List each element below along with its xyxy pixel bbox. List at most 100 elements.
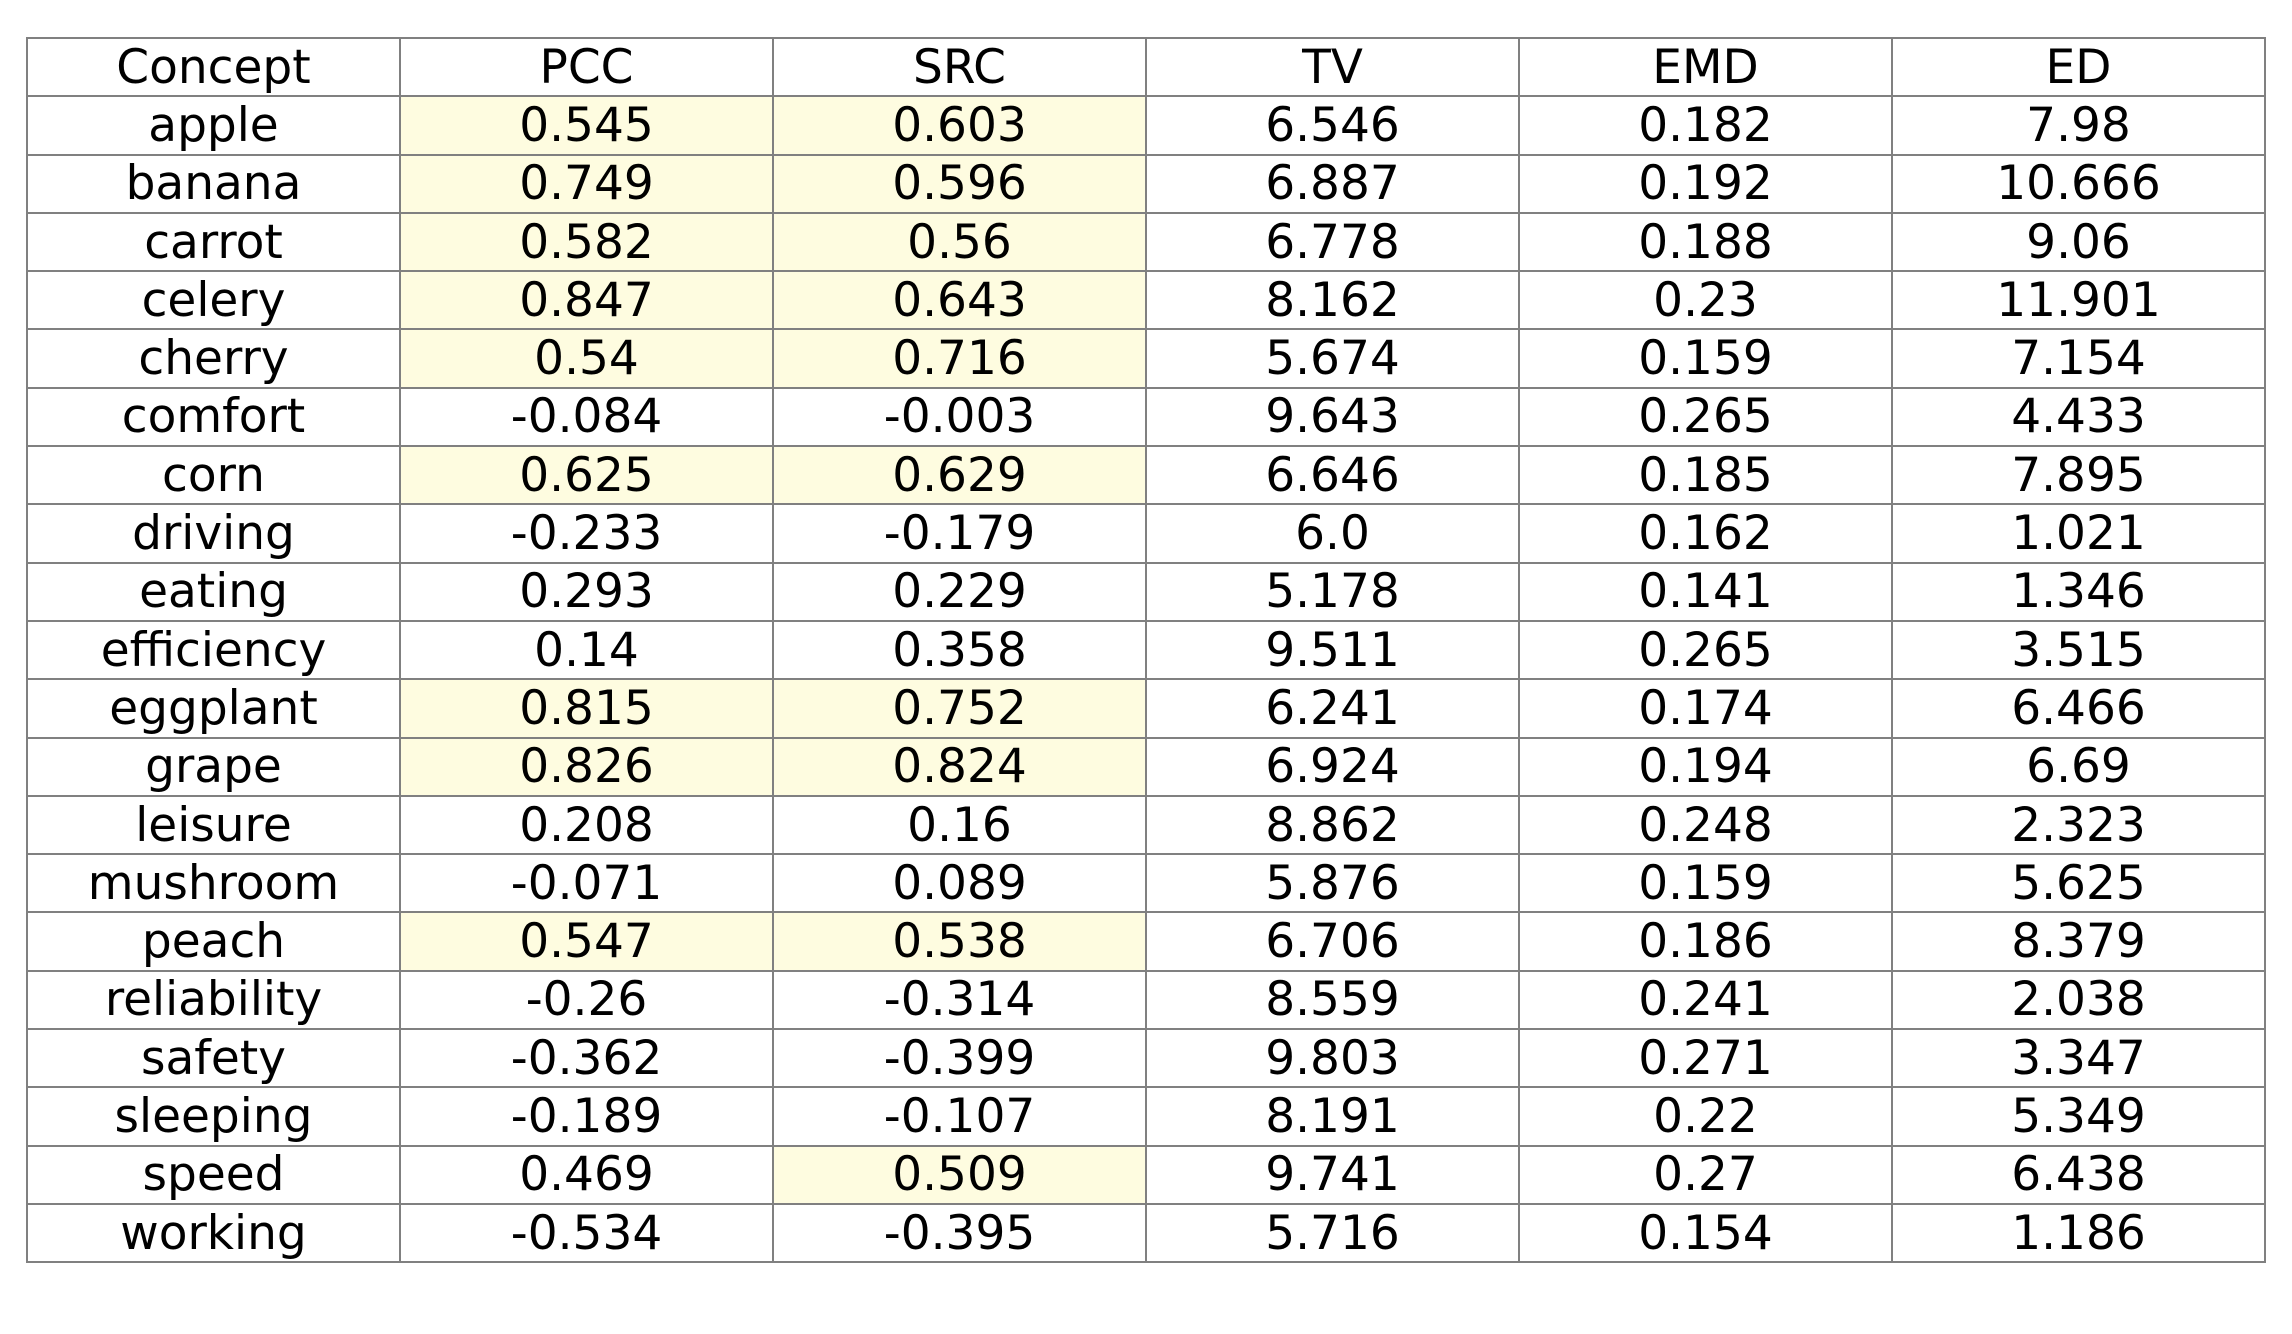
value-cell-emd: 0.174: [1518, 678, 1893, 739]
value-cell-ed: 6.69: [1891, 736, 2266, 797]
value-cell-tv: 9.511: [1145, 619, 1520, 681]
value-cell-emd: 0.185: [1518, 445, 1893, 506]
value-cell-tv: 6.241: [1145, 678, 1520, 739]
value-cell-emd: 0.159: [1518, 853, 1893, 914]
value-cell-tv: 8.191: [1145, 1086, 1520, 1147]
value-cell-src: -0.314: [772, 969, 1147, 1031]
value-cell-tv: 9.643: [1145, 386, 1520, 448]
value-cell-pcc: -0.084: [399, 386, 774, 448]
column-header-src: SRC: [772, 36, 1147, 98]
value-cell-ed: 5.625: [1891, 853, 2266, 914]
column-header-tv: TV: [1145, 36, 1520, 98]
value-cell-src: 0.509: [772, 1144, 1147, 1205]
value-cell-ed: 4.433: [1891, 386, 2266, 448]
value-cell-pcc: 0.54: [399, 328, 774, 389]
value-cell-pcc: 0.469: [399, 1144, 774, 1205]
value-cell-ed: 9.06: [1891, 211, 2266, 273]
value-cell-ed: 3.347: [1891, 1028, 2266, 1089]
value-cell-tv: 5.876: [1145, 853, 1520, 914]
value-cell-src: 0.603: [772, 95, 1147, 156]
value-cell-pcc: -0.534: [399, 1202, 774, 1264]
value-cell-src: 0.596: [772, 153, 1147, 214]
concept-cell: eggplant: [26, 678, 401, 739]
results-table: Concept PCC SRC TV EMD ED apple 0.545 0.603 6.54…: [26, 36, 2266, 1264]
value-cell-emd: 0.182: [1518, 95, 1893, 156]
value-cell-src: 0.16: [772, 794, 1147, 856]
table-row: working -0.534 -0.395 5.716 0.154 1.186: [26, 1202, 2266, 1264]
table-row: efficiency 0.14 0.358 9.511 0.265 3.515: [26, 619, 2266, 681]
value-cell-tv: 6.0: [1145, 503, 1520, 564]
value-cell-tv: 8.559: [1145, 969, 1520, 1031]
column-header-ed: ED: [1891, 36, 2266, 98]
concept-cell: cherry: [26, 328, 401, 389]
value-cell-pcc: 0.14: [399, 619, 774, 681]
value-cell-pcc: 0.847: [399, 270, 774, 331]
value-cell-emd: 0.22: [1518, 1086, 1893, 1147]
table-row: eggplant 0.815 0.752 6.241 0.174 6.466: [26, 678, 2266, 739]
value-cell-src: -0.399: [772, 1028, 1147, 1089]
concept-cell: reliability: [26, 969, 401, 1031]
value-cell-pcc: -0.26: [399, 969, 774, 1031]
value-cell-src: 0.824: [772, 736, 1147, 797]
value-cell-ed: 6.466: [1891, 678, 2266, 739]
value-cell-tv: 5.716: [1145, 1202, 1520, 1264]
table-row: banana 0.749 0.596 6.887 0.192 10.666: [26, 153, 2266, 214]
value-cell-emd: 0.23: [1518, 270, 1893, 331]
value-cell-src: 0.643: [772, 270, 1147, 331]
table-row: grape 0.826 0.824 6.924 0.194 6.69: [26, 736, 2266, 797]
value-cell-pcc: 0.749: [399, 153, 774, 214]
table-row: sleeping -0.189 -0.107 8.191 0.22 5.349: [26, 1086, 2266, 1147]
value-cell-ed: 11.901: [1891, 270, 2266, 331]
value-cell-ed: 1.186: [1891, 1202, 2266, 1264]
value-cell-src: 0.629: [772, 445, 1147, 506]
value-cell-pcc: 0.293: [399, 561, 774, 622]
table-row: celery 0.847 0.643 8.162 0.23 11.901: [26, 270, 2266, 331]
value-cell-tv: 5.178: [1145, 561, 1520, 622]
value-cell-emd: 0.186: [1518, 911, 1893, 972]
table-row: driving -0.233 -0.179 6.0 0.162 1.021: [26, 503, 2266, 564]
value-cell-ed: 1.346: [1891, 561, 2266, 622]
value-cell-tv: 6.924: [1145, 736, 1520, 797]
value-cell-src: -0.003: [772, 386, 1147, 448]
column-header-pcc: PCC: [399, 36, 774, 98]
value-cell-ed: 7.895: [1891, 445, 2266, 506]
concept-cell: comfort: [26, 386, 401, 448]
value-cell-pcc: -0.071: [399, 853, 774, 914]
value-cell-emd: 0.141: [1518, 561, 1893, 622]
table-row: apple 0.545 0.603 6.546 0.182 7.98: [26, 95, 2266, 156]
concept-cell: mushroom: [26, 853, 401, 914]
value-cell-tv: 5.674: [1145, 328, 1520, 389]
value-cell-ed: 7.154: [1891, 328, 2266, 389]
table-row: cherry 0.54 0.716 5.674 0.159 7.154: [26, 328, 2266, 389]
value-cell-src: 0.089: [772, 853, 1147, 914]
value-cell-pcc: -0.233: [399, 503, 774, 564]
table-row: leisure 0.208 0.16 8.862 0.248 2.323: [26, 794, 2266, 856]
concept-cell: leisure: [26, 794, 401, 856]
concept-cell: eating: [26, 561, 401, 622]
value-cell-pcc: 0.208: [399, 794, 774, 856]
table-row: safety -0.362 -0.399 9.803 0.271 3.347: [26, 1028, 2266, 1089]
concept-cell: carrot: [26, 211, 401, 273]
column-header-concept: Concept: [26, 36, 401, 98]
value-cell-ed: 10.666: [1891, 153, 2266, 214]
value-cell-pcc: 0.625: [399, 445, 774, 506]
column-header-emd: EMD: [1518, 36, 1893, 98]
table-row: mushroom -0.071 0.089 5.876 0.159 5.625: [26, 853, 2266, 914]
value-cell-ed: 2.323: [1891, 794, 2266, 856]
concept-cell: corn: [26, 445, 401, 506]
value-cell-ed: 7.98: [1891, 95, 2266, 156]
value-cell-emd: 0.265: [1518, 619, 1893, 681]
value-cell-emd: 0.154: [1518, 1202, 1893, 1264]
value-cell-ed: 8.379: [1891, 911, 2266, 972]
value-cell-src: -0.107: [772, 1086, 1147, 1147]
value-cell-ed: 1.021: [1891, 503, 2266, 564]
concept-cell: speed: [26, 1144, 401, 1205]
value-cell-src: 0.538: [772, 911, 1147, 972]
value-cell-ed: 6.438: [1891, 1144, 2266, 1205]
concept-cell: apple: [26, 95, 401, 156]
value-cell-tv: 8.162: [1145, 270, 1520, 331]
value-cell-pcc: 0.826: [399, 736, 774, 797]
table-header-row: Concept PCC SRC TV EMD ED: [26, 36, 2266, 98]
value-cell-pcc: -0.362: [399, 1028, 774, 1089]
value-cell-pcc: 0.815: [399, 678, 774, 739]
